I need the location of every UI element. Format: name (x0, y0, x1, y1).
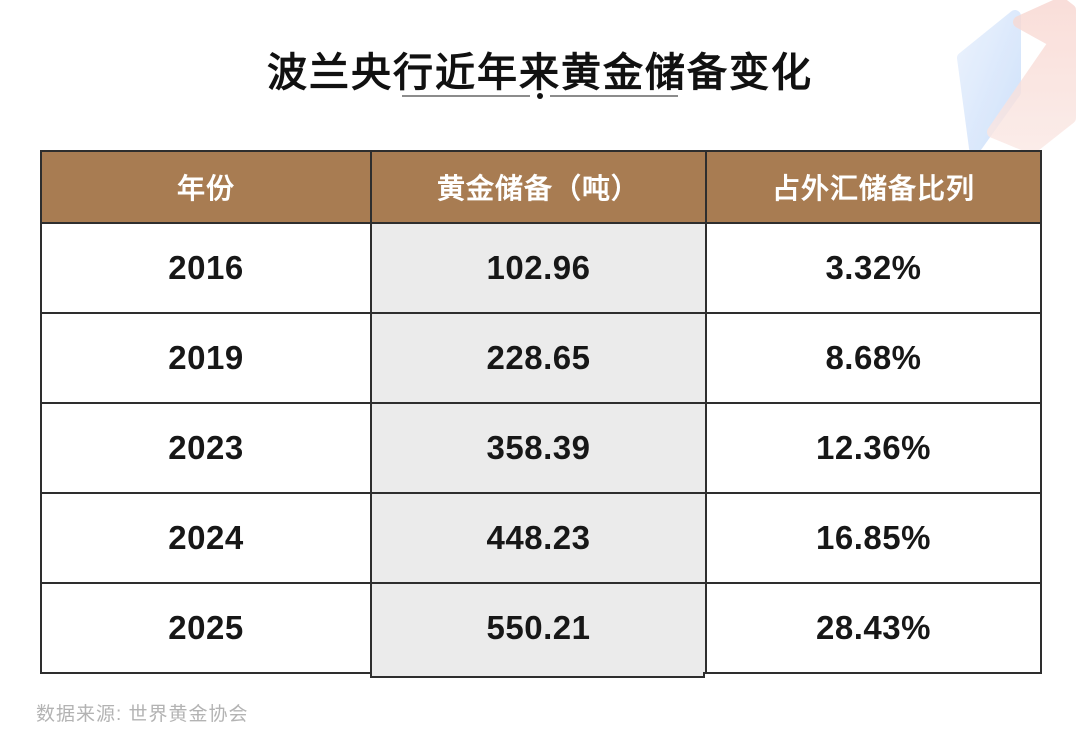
ratio-cell: 28.43% (705, 582, 1042, 674)
page-title: 波兰央行近年来黄金储备变化 (267, 51, 813, 95)
year-cell: 2025 (40, 582, 372, 674)
highlight-column-tab (370, 672, 705, 678)
title-divider (0, 88, 1080, 104)
reserve-cell: 228.65 (370, 312, 707, 404)
reserve-cell: 102.96 (370, 222, 707, 314)
reserve-cell: 448.23 (370, 492, 707, 584)
year-cell: 2019 (40, 312, 372, 404)
reserve-cell: 550.21 (370, 582, 707, 674)
divider-dot (537, 93, 543, 99)
year-cell: 2024 (40, 492, 372, 584)
ratio-cell: 12.36% (705, 402, 1042, 494)
year-cell: 2016 (40, 222, 372, 314)
divider-line-right (550, 95, 678, 97)
table-row: 2024 448.23 16.85% (40, 492, 1042, 584)
ratio-cell: 16.85% (705, 492, 1042, 584)
gold-reserves-table: 年份 黄金储备（吨） 占外汇储备比列 2016 102.96 3.32% 201… (40, 150, 1042, 674)
ratio-cell: 8.68% (705, 312, 1042, 404)
table-row: 2019 228.65 8.68% (40, 312, 1042, 404)
divider-line-left (402, 95, 530, 97)
table-header-row: 年份 黄金储备（吨） 占外汇储备比列 (40, 150, 1042, 224)
column-header-year: 年份 (40, 150, 372, 224)
ratio-cell: 3.32% (705, 222, 1042, 314)
table-row: 2023 358.39 12.36% (40, 402, 1042, 494)
column-header-gold-reserve: 黄金储备（吨） (370, 150, 707, 224)
table-row: 2025 550.21 28.43% (40, 582, 1042, 674)
reserve-cell: 358.39 (370, 402, 707, 494)
column-header-fx-ratio: 占外汇储备比列 (705, 150, 1042, 224)
year-cell: 2023 (40, 402, 372, 494)
data-source-note: 数据来源: 世界黄金协会 (36, 704, 249, 725)
table-row: 2016 102.96 3.32% (40, 222, 1042, 314)
